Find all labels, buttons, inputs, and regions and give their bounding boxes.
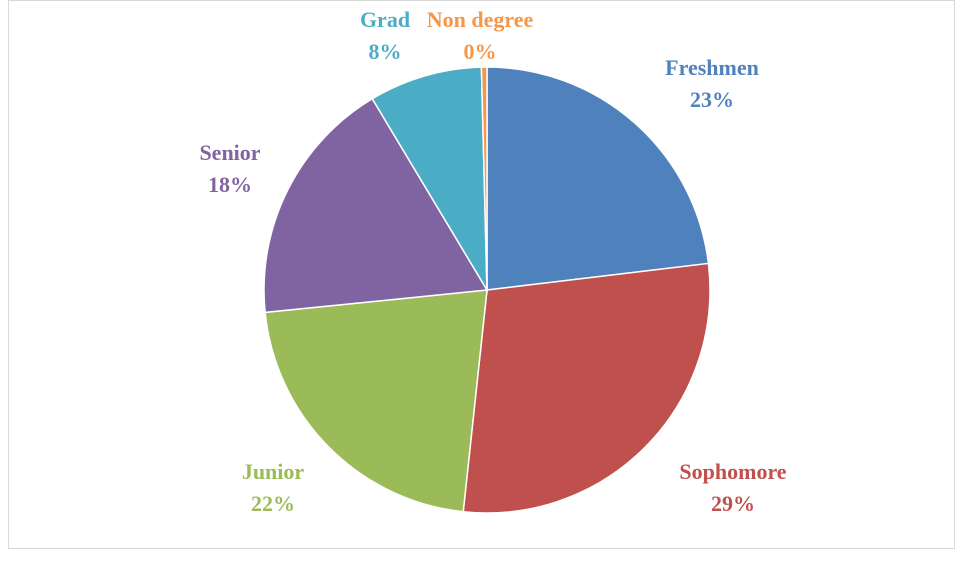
slice-value-label: 22%: [251, 491, 295, 516]
pie-slice: [264, 289, 488, 513]
slice-value-label: 29%: [711, 491, 755, 516]
slice-category-label: Senior: [199, 140, 260, 165]
slice-value-label: 0%: [464, 39, 497, 64]
slice-value-label: 23%: [690, 87, 734, 112]
pie-slice: [480, 66, 488, 291]
slice-category-label: Junior: [242, 459, 305, 484]
slice-category-label: Non degree: [427, 7, 534, 32]
slice-category-label: Freshmen: [665, 55, 759, 80]
pie-slice: [263, 97, 489, 314]
pie-slice: [462, 262, 711, 514]
slice-value-label: 18%: [208, 172, 252, 197]
slice-category-label: Sophomore: [679, 459, 786, 484]
pie-slice: [371, 66, 488, 293]
slice-value-label: 8%: [369, 39, 402, 64]
pie-slice: [486, 66, 710, 291]
slice-category-label: Grad: [360, 7, 410, 32]
